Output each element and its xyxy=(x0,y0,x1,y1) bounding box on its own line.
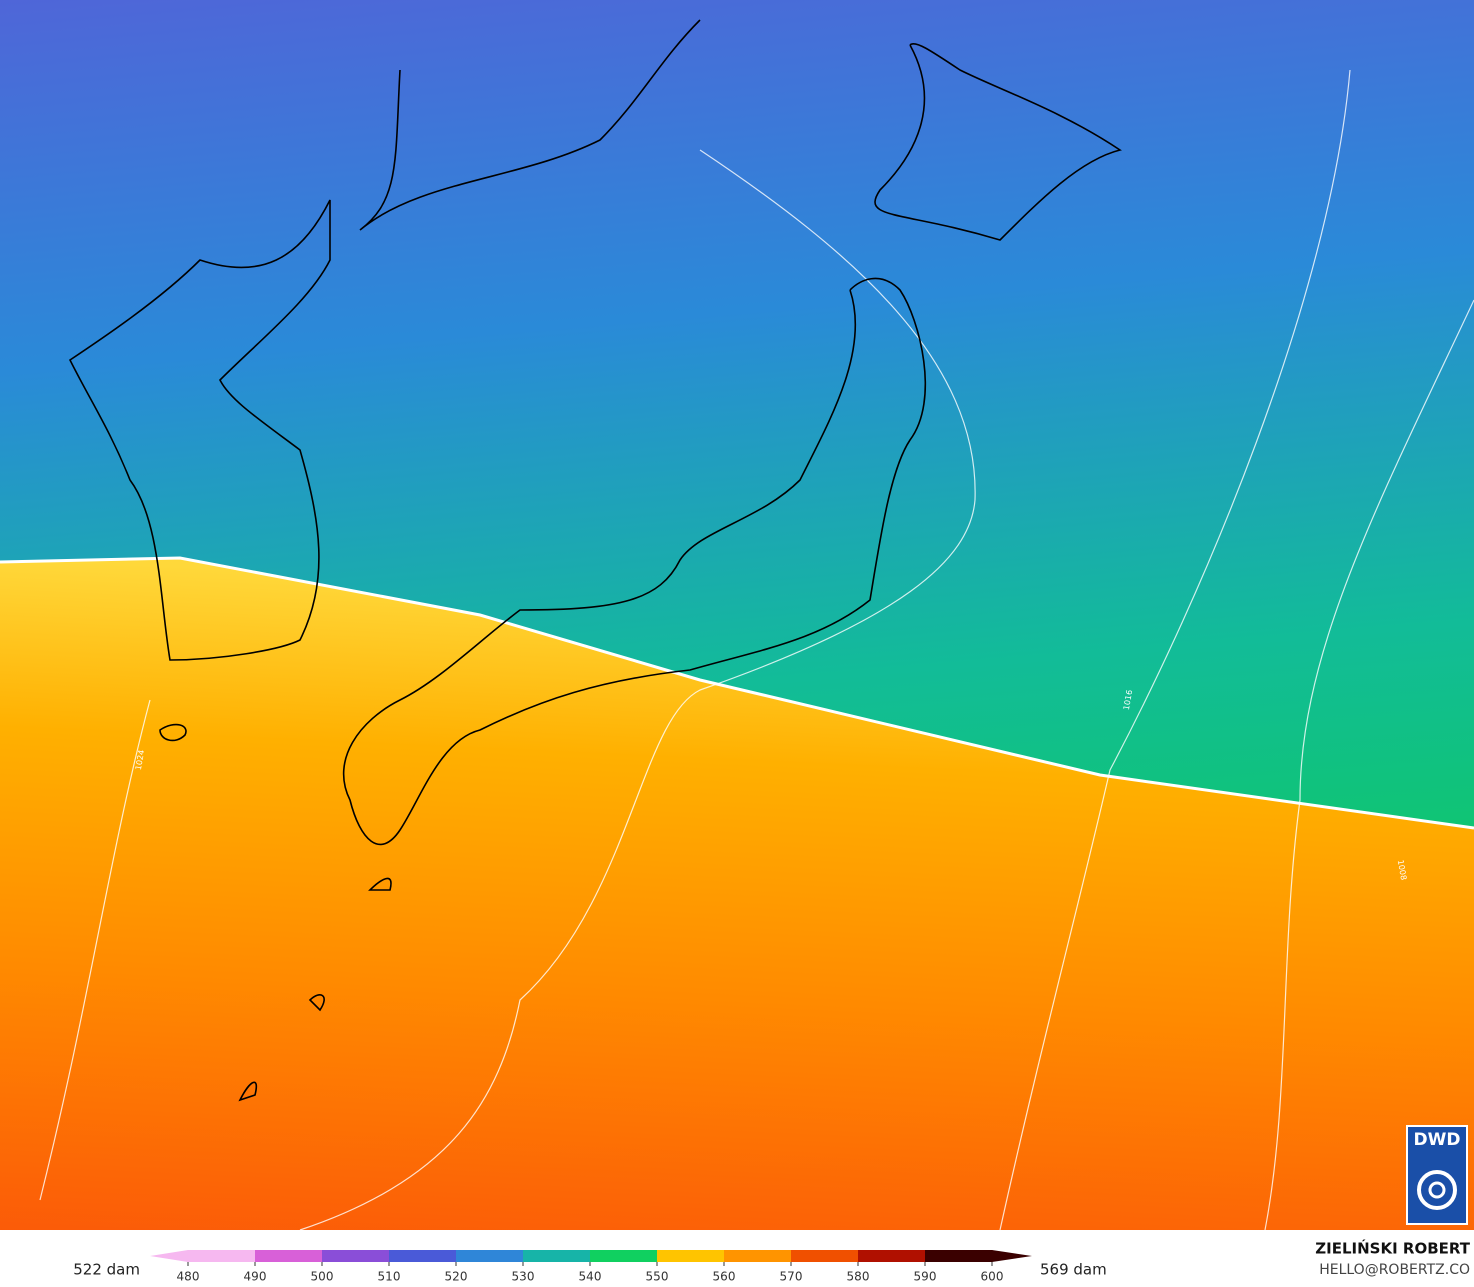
logo: DWD xyxy=(1406,1125,1468,1225)
colorbar-tick-label: 570 xyxy=(780,1270,803,1284)
isobars xyxy=(39,69,1474,1231)
colorbar-tick-label: 600 xyxy=(981,1270,1004,1284)
colorbar-end xyxy=(150,1250,188,1262)
colorbar-segment xyxy=(724,1250,792,1262)
colorbar-segment xyxy=(322,1250,390,1262)
colorbar-segment xyxy=(791,1250,859,1262)
colorbar-segment xyxy=(456,1250,524,1262)
colorbar-tick-label: 530 xyxy=(512,1270,535,1284)
colorbar-segment xyxy=(389,1250,457,1262)
colorbar-segment xyxy=(657,1250,725,1262)
colorbar: 480 490 500 510 520 530 540 550 560 570 580 590 600 xyxy=(150,1250,1032,1284)
colorbar-tick-label: 520 xyxy=(445,1270,468,1284)
colorbar-tick-label: 500 xyxy=(311,1270,334,1284)
colorbar-tick-label: 560 xyxy=(713,1270,736,1284)
logo-text: DWD xyxy=(1414,1130,1461,1150)
colorbar-tick-label: 490 xyxy=(244,1270,267,1284)
credit-email: HELLO@ROBERTZ.CO xyxy=(1319,1262,1470,1278)
colorbar-end xyxy=(992,1250,1032,1262)
warm-field xyxy=(0,558,1474,1230)
colorbar-tick-label: 540 xyxy=(579,1270,602,1284)
map-field: DWD 1024 1016 1008 xyxy=(0,0,1474,1231)
colorbar-tick-label: 550 xyxy=(646,1270,669,1284)
contour-label: 1016 xyxy=(1122,689,1134,711)
colorbar-tick-label: 480 xyxy=(177,1270,200,1284)
colorbar-segment xyxy=(188,1250,256,1262)
legend-min: 522 dam xyxy=(73,1261,140,1279)
coastlines xyxy=(68,19,1122,1102)
credit-name: ZIELIŃSKI ROBERT xyxy=(1315,1239,1470,1258)
colorbar-segment xyxy=(255,1250,323,1262)
contour-label: 1024 xyxy=(134,749,146,771)
colorbar-tick-label: 580 xyxy=(847,1270,870,1284)
colorbar-segment xyxy=(925,1250,993,1262)
colorbar-tick-label: 510 xyxy=(378,1270,401,1284)
colorbar-segment xyxy=(858,1250,926,1262)
colorbar-segment xyxy=(523,1250,591,1262)
colorbar-segment xyxy=(590,1250,658,1262)
legend-max: 569 dam xyxy=(1040,1261,1107,1279)
contour-label: 1008 xyxy=(1396,859,1408,881)
front-line xyxy=(0,556,1474,830)
colorbar-tick-label: 590 xyxy=(914,1270,937,1284)
